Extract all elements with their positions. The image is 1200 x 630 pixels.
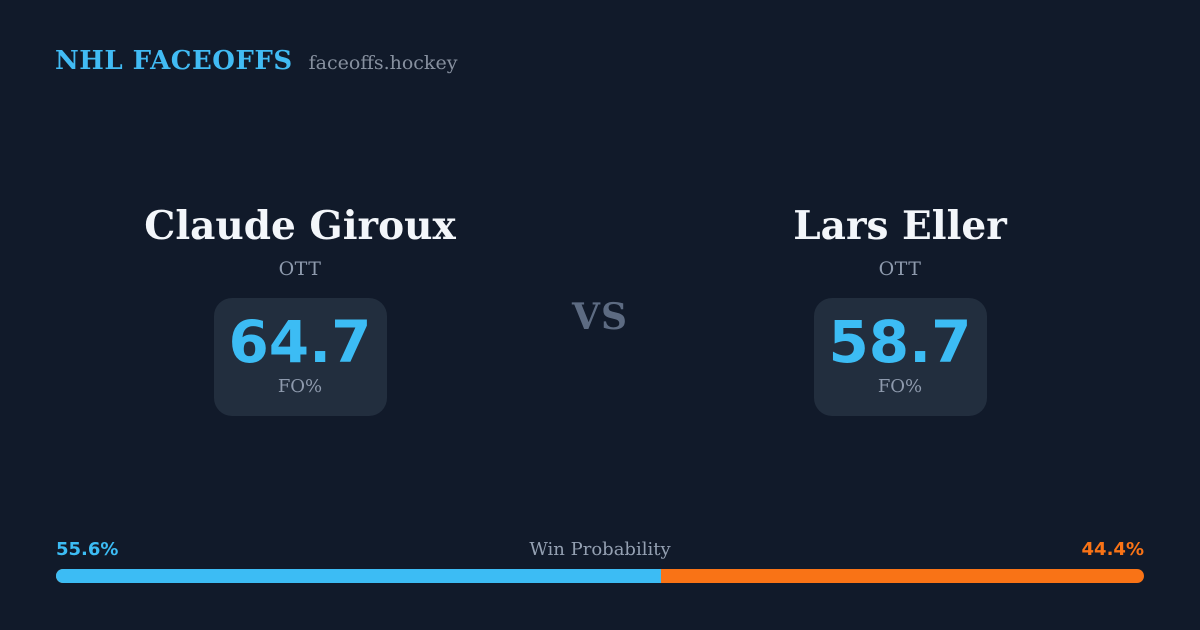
- brand-title: NHL FACEOFFS: [55, 46, 293, 76]
- player-team: OTT: [278, 257, 322, 280]
- player-left: Claude Giroux OTT 64.7 FO%: [0, 205, 600, 416]
- stat-label: FO%: [277, 375, 323, 397]
- player-name: Lars Eller: [793, 203, 1007, 249]
- win-bar-left: [56, 569, 661, 583]
- win-probability-right-pct: 44.4%: [1081, 539, 1144, 560]
- header: NHL FACEOFFS faceoffs.hockey: [55, 46, 457, 76]
- player-team: OTT: [878, 257, 922, 280]
- win-probability-section: 55.6% Win Probability 44.4%: [56, 539, 1144, 583]
- brand-domain: faceoffs.hockey: [308, 52, 458, 74]
- stat-card: 64.7 FO%: [213, 297, 387, 416]
- stat-card: 58.7 FO%: [813, 297, 987, 416]
- matchup: Claude Giroux OTT 64.7 FO% Lars Eller OT…: [0, 205, 1200, 416]
- win-probability-labels: 55.6% Win Probability 44.4%: [56, 539, 1144, 560]
- stat-label: FO%: [877, 375, 923, 397]
- stat-value: 58.7: [828, 307, 972, 376]
- win-probability-bar: [56, 569, 1144, 583]
- player-name: Claude Giroux: [144, 203, 456, 249]
- stat-value: 64.7: [228, 307, 372, 376]
- win-probability-title: Win Probability: [529, 539, 671, 560]
- vs-label: VS: [572, 296, 628, 338]
- player-right: Lars Eller OTT 58.7 FO%: [600, 205, 1200, 416]
- win-probability-left-pct: 55.6%: [56, 539, 119, 560]
